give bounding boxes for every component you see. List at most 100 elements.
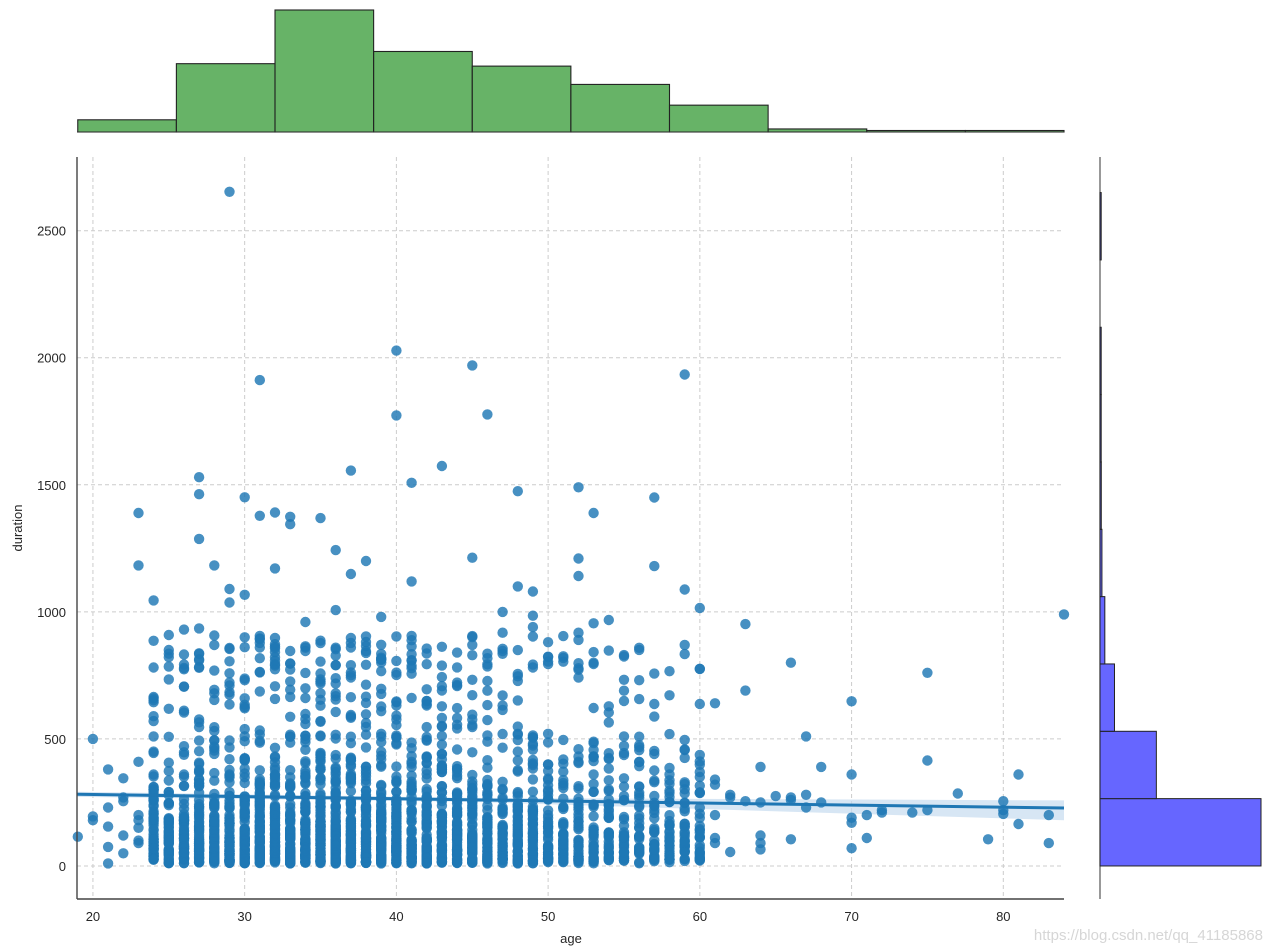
data-point [922,667,933,678]
data-point [573,853,584,864]
data-point [573,822,584,833]
data-point [376,736,387,748]
data-point [679,639,690,651]
data-point [542,805,554,816]
data-point [330,544,341,556]
data-point [436,721,448,732]
data-point [345,858,357,869]
data-point [846,817,857,828]
data-point [527,662,539,673]
data-point [634,740,645,751]
data-point [588,657,599,668]
data-point [133,560,144,571]
data-point [649,492,660,503]
data-point [360,721,372,733]
data-point [269,800,281,811]
data-point [694,698,705,710]
data-point [649,824,660,836]
data-point [436,748,448,759]
data-point [679,744,690,755]
data-point [148,746,159,757]
data-point [254,667,265,678]
data-point [254,725,265,736]
data-point [315,716,326,727]
data-point [512,486,523,497]
data-point [588,769,599,780]
data-point [421,735,432,746]
data-point [345,761,357,772]
data-point [376,657,387,668]
data-point [497,690,508,701]
data-point [558,734,569,746]
data-point [497,833,508,844]
data-point [573,570,584,582]
data-point [345,773,357,784]
data-point [649,698,660,710]
data-point [376,648,387,660]
data-point [148,635,159,646]
data-point [224,699,235,710]
data-point [224,801,235,812]
data-point [451,712,463,724]
data-point [542,737,554,748]
axis-spines [76,157,1064,900]
data-point [482,814,493,825]
data-point [558,817,569,828]
data-point [497,606,508,618]
data-point [588,702,599,714]
data-point [800,789,812,800]
right-hist-bar [1099,192,1102,261]
data-point [391,730,402,741]
data-point [239,723,250,735]
data-point [254,634,265,645]
data-point [512,766,523,777]
data-point [406,813,417,824]
data-point [391,631,402,642]
data-point [102,821,114,832]
data-point [618,740,630,752]
x-axis-label: age [560,931,582,946]
data-point [330,678,341,689]
data-point [376,754,387,765]
data-point [679,836,690,848]
data-point [224,735,235,746]
data-point [649,843,660,855]
data-point [527,786,539,797]
data-point [269,857,281,868]
data-point [360,857,372,868]
data-point [588,507,599,519]
data-point [467,674,478,685]
data-point [467,842,478,853]
data-point [148,769,159,780]
data-point [209,816,220,827]
data-point [603,785,614,797]
data-point [512,846,523,857]
data-point [467,650,478,661]
data-point [269,808,281,819]
data-point [376,852,387,864]
data-point [603,752,614,764]
data-point [816,761,827,773]
data-point [512,837,523,849]
data-point [451,806,463,817]
data-point [209,841,220,852]
data-point [300,667,311,679]
data-point [239,642,250,653]
data-point [573,744,584,755]
data-point [664,840,675,851]
data-point [406,635,417,646]
data-point [679,827,690,838]
data-point [178,664,190,675]
data-point [163,731,174,742]
data-point [436,701,448,712]
data-point [224,841,235,852]
data-point [876,807,888,818]
data-point [679,806,690,817]
data-point [315,688,326,699]
data-point [1043,837,1055,849]
data-point [542,827,554,839]
data-point [193,714,205,725]
data-point [694,771,705,783]
data-point [436,832,448,843]
